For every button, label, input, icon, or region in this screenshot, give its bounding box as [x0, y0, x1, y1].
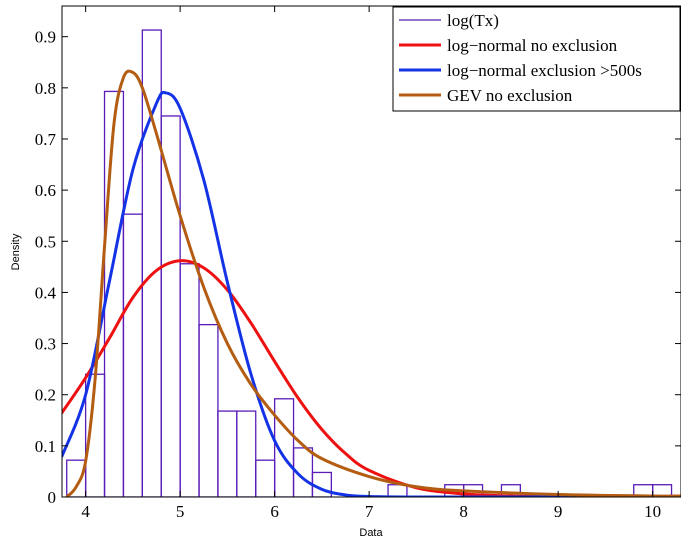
x-tick-label: 10	[644, 502, 661, 521]
y-tick-label: 0.9	[35, 28, 56, 47]
x-tick-label: 5	[176, 502, 185, 521]
y-tick-label: 0.1	[35, 437, 56, 456]
legend-entry: log(Tx)	[447, 11, 499, 30]
y-tick-label: 0.4	[35, 283, 57, 302]
x-tick-label: 8	[459, 502, 468, 521]
y-tick-label: 0.8	[35, 79, 56, 98]
legend-entry: log−normal exclusion >500s	[447, 61, 642, 80]
plot-frame	[61, 5, 681, 498]
axis-tick-labels: 4 5 6 7 8 9 10 0 0.1 0.2 0.3 0.4 0.5 0.6 0.7 0.8 0.9	[35, 28, 661, 521]
histogram-bar	[651, 484, 673, 497]
y-tick-label: 0	[48, 488, 57, 507]
y-tick-label: 0.3	[35, 335, 56, 354]
x-axis-label: Data	[359, 527, 383, 539]
y-tick-label: 0.5	[35, 232, 56, 251]
x-tick-label: 9	[554, 502, 563, 521]
fitted-curves	[62, 69, 681, 497]
legend-entry: GEV no exclusion	[447, 86, 573, 105]
legend: log(Tx) log−normal no exclusion log−normal…	[392, 6, 681, 112]
y-axis-label: Density	[10, 233, 22, 270]
legend-entry: log−normal no exclusion	[447, 36, 618, 55]
x-tick-label: 6	[270, 502, 279, 521]
y-tick-label: 0.2	[35, 386, 56, 405]
series-line-2	[62, 90, 681, 497]
y-tick-label: 0.7	[35, 130, 57, 149]
histogram-bar	[500, 484, 521, 497]
histogram-bar	[236, 410, 257, 497]
series-line-3	[65, 69, 681, 497]
x-tick-label: 4	[81, 502, 90, 521]
x-tick-label: 7	[365, 502, 374, 521]
y-tick-label: 0.6	[35, 181, 56, 200]
